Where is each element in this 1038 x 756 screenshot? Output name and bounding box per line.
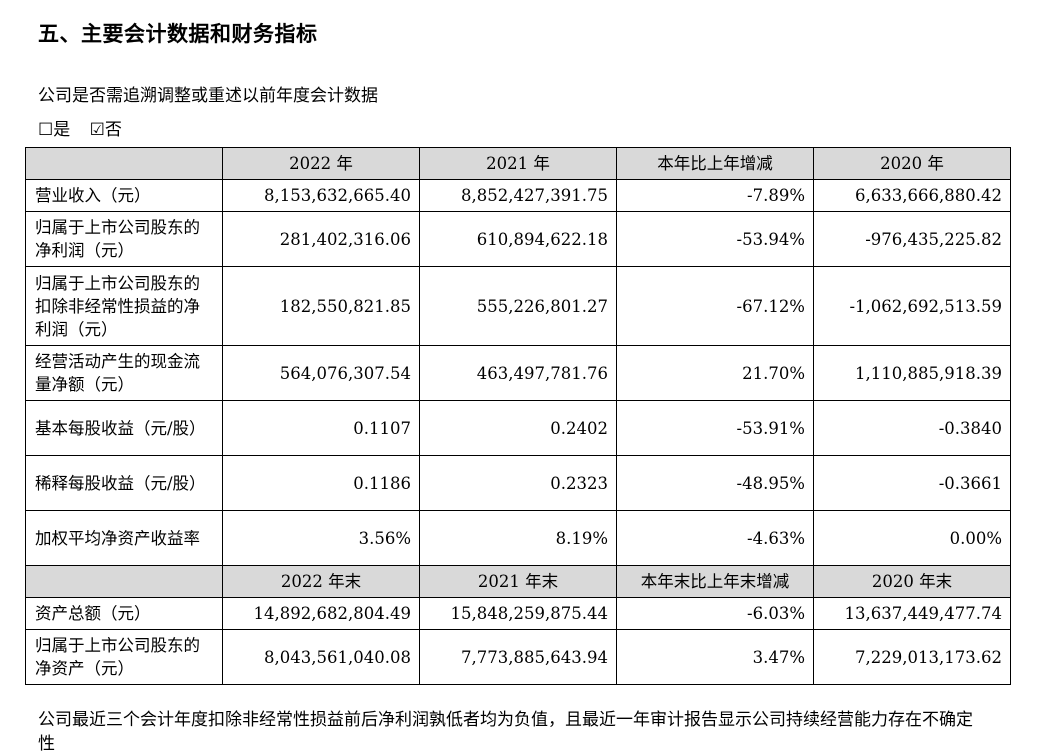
value-cell: 0.2323 bbox=[419, 455, 617, 511]
header-cell: 2021 年 bbox=[419, 147, 617, 180]
value-cell: 14,892,682,804.49 bbox=[222, 597, 420, 630]
going-concern-note: 公司最近三个会计年度扣除非经常性损益前后净利润孰低者均为负值，且最近一年审计报告… bbox=[38, 710, 973, 754]
value-cell: 8,043,561,040.08 bbox=[222, 629, 420, 685]
row-label: 经营活动产生的现金流量净额（元） bbox=[25, 345, 223, 401]
header-cell: 2021 年末 bbox=[419, 565, 617, 598]
value-cell: 7,773,885,643.94 bbox=[419, 629, 617, 685]
value-cell: 8,852,427,391.75 bbox=[419, 179, 617, 212]
value-cell: -976,435,225.82 bbox=[813, 211, 1011, 267]
table-row: 经营活动产生的现金流量净额（元） 564,076,307.54 463,497,… bbox=[25, 345, 1011, 401]
value-cell: 0.1186 bbox=[222, 455, 420, 511]
option-no-checkbox: ☑否 bbox=[89, 120, 122, 140]
header-cell: 2022 年 bbox=[222, 147, 420, 180]
table-row: 归属于上市公司股东的净资产（元） 8,043,561,040.08 7,773,… bbox=[25, 629, 1011, 685]
header-corner-cell bbox=[25, 565, 223, 598]
header-cell: 2020 年 bbox=[813, 147, 1011, 180]
header-cell: 本年比上年增减 bbox=[616, 147, 814, 180]
value-cell: -53.94% bbox=[616, 211, 814, 267]
header-cell: 本年末比上年末增减 bbox=[616, 565, 814, 598]
header-cell: 2022 年末 bbox=[222, 565, 420, 598]
restatement-question: 公司是否需追溯调整或重述以前年度会计数据 bbox=[38, 86, 378, 106]
value-cell: -4.63% bbox=[616, 510, 814, 566]
financial-indicators-table: 2022 年 2021 年 本年比上年增减 2020 年 营业收入（元） 8,1… bbox=[25, 147, 1011, 685]
section-heading: 五、主要会计数据和财务指标 bbox=[38, 22, 318, 46]
table-row: 归属于上市公司股东的扣除非经常性损益的净利润（元） 182,550,821.85… bbox=[25, 266, 1011, 346]
value-cell: 7,229,013,173.62 bbox=[813, 629, 1011, 685]
value-cell: 6,633,666,880.42 bbox=[813, 179, 1011, 212]
row-label: 归属于上市公司股东的净资产（元） bbox=[25, 629, 223, 685]
value-cell: 0.2402 bbox=[419, 400, 617, 456]
value-cell: 21.70% bbox=[616, 345, 814, 401]
value-cell: 0.00% bbox=[813, 510, 1011, 566]
table-row: 营业收入（元） 8,153,632,665.40 8,852,427,391.7… bbox=[25, 179, 1011, 212]
table-header-row: 2022 年 2021 年 本年比上年增减 2020 年 bbox=[25, 147, 1011, 180]
value-cell: -53.91% bbox=[616, 400, 814, 456]
row-label: 基本每股收益（元/股） bbox=[25, 400, 223, 456]
value-cell: 3.47% bbox=[616, 629, 814, 685]
row-label: 加权平均净资产收益率 bbox=[25, 510, 223, 566]
row-label: 归属于上市公司股东的扣除非经常性损益的净利润（元） bbox=[25, 266, 223, 346]
table-subheader-row: 2022 年末 2021 年末 本年末比上年末增减 2020 年末 bbox=[25, 565, 1011, 598]
value-cell: 610,894,622.18 bbox=[419, 211, 617, 267]
value-cell: -7.89% bbox=[616, 179, 814, 212]
value-cell: 281,402,316.06 bbox=[222, 211, 420, 267]
value-cell: 8,153,632,665.40 bbox=[222, 179, 420, 212]
row-label: 资产总额（元） bbox=[25, 597, 223, 630]
row-label: 稀释每股收益（元/股） bbox=[25, 455, 223, 511]
value-cell: 1,110,885,918.39 bbox=[813, 345, 1011, 401]
header-cell: 2020 年末 bbox=[813, 565, 1011, 598]
row-label: 营业收入（元） bbox=[25, 179, 223, 212]
option-yes-checkbox: ☐是 bbox=[38, 120, 71, 140]
table-row: 稀释每股收益（元/股） 0.1186 0.2323 -48.95% -0.366… bbox=[25, 455, 1011, 511]
table-row: 归属于上市公司股东的净利润（元） 281,402,316.06 610,894,… bbox=[25, 211, 1011, 267]
value-cell: -1,062,692,513.59 bbox=[813, 266, 1011, 346]
value-cell: 3.56% bbox=[222, 510, 420, 566]
table-row: 加权平均净资产收益率 3.56% 8.19% -4.63% 0.00% bbox=[25, 510, 1011, 566]
value-cell: 15,848,259,875.44 bbox=[419, 597, 617, 630]
value-cell: 463,497,781.76 bbox=[419, 345, 617, 401]
value-cell: 0.1107 bbox=[222, 400, 420, 456]
value-cell: -0.3661 bbox=[813, 455, 1011, 511]
value-cell: 8.19% bbox=[419, 510, 617, 566]
value-cell: 555,226,801.27 bbox=[419, 266, 617, 346]
restatement-options: ☐是 ☑否 bbox=[38, 115, 136, 140]
value-cell: 182,550,821.85 bbox=[222, 266, 420, 346]
value-cell: -6.03% bbox=[616, 597, 814, 630]
table-row: 资产总额（元） 14,892,682,804.49 15,848,259,875… bbox=[25, 597, 1011, 630]
header-corner-cell bbox=[25, 147, 223, 180]
row-label: 归属于上市公司股东的净利润（元） bbox=[25, 211, 223, 267]
value-cell: -48.95% bbox=[616, 455, 814, 511]
value-cell: -67.12% bbox=[616, 266, 814, 346]
value-cell: 13,637,449,477.74 bbox=[813, 597, 1011, 630]
value-cell: -0.3840 bbox=[813, 400, 1011, 456]
table-row: 基本每股收益（元/股） 0.1107 0.2402 -53.91% -0.384… bbox=[25, 400, 1011, 456]
value-cell: 564,076,307.54 bbox=[222, 345, 420, 401]
